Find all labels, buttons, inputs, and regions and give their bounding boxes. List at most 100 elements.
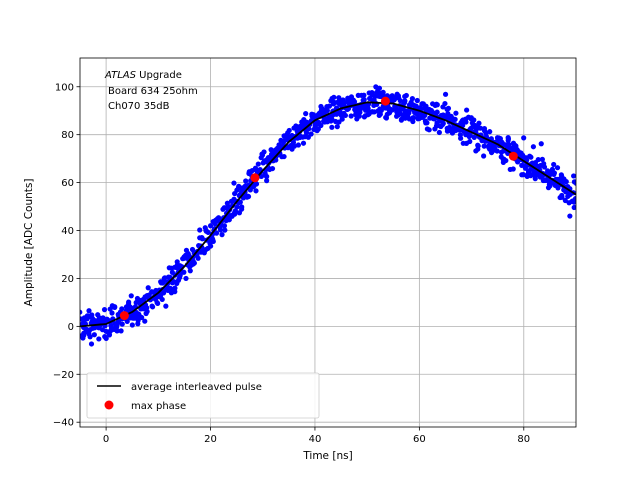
scatter-point (103, 335, 109, 342)
scatter-point (426, 127, 432, 133)
y-axis-label: Amplitude [ADC Counts] (23, 179, 35, 307)
scatter-point (342, 112, 349, 119)
scatter-point (424, 120, 430, 126)
max-phase-point (250, 173, 260, 183)
scatter-point (453, 110, 459, 116)
scatter-point (207, 223, 214, 229)
max-phase-point (508, 151, 518, 161)
scatter-point (434, 102, 440, 108)
scatter-point (481, 153, 487, 159)
scatter-point (573, 180, 576, 186)
scatter-point (142, 318, 148, 324)
scatter-point (440, 120, 446, 127)
scatter-point (562, 197, 568, 204)
scatter-point (126, 299, 132, 305)
scatter-point (463, 119, 469, 125)
scatter-point (318, 122, 324, 129)
scatter-point (389, 107, 395, 113)
scatter-point (403, 92, 409, 99)
max-phase-points (119, 96, 518, 321)
scatter-point (539, 156, 545, 162)
scatter-point (395, 93, 402, 99)
scatter-point (253, 188, 259, 194)
scatter-point (467, 138, 473, 145)
scatter-point (551, 171, 557, 177)
scatter-point (410, 118, 416, 125)
scatter-point (464, 107, 470, 113)
scatter-point (397, 98, 403, 104)
scatter-point (357, 106, 364, 112)
scatter-point (413, 103, 419, 109)
scatter-point (119, 306, 125, 312)
scatter-point (409, 95, 416, 102)
scatter-point (471, 117, 477, 123)
scatter-point (505, 136, 512, 142)
scatter-point (571, 204, 576, 211)
x-tick-label: 60 (413, 434, 426, 445)
y-tick-label: 20 (61, 274, 74, 285)
scatter-point (391, 96, 398, 103)
scatter-point (232, 211, 238, 217)
scatter-point (308, 131, 314, 137)
scatter-point (442, 91, 449, 97)
scatter-point (563, 179, 569, 185)
scatter-point (255, 161, 261, 167)
scatter-point (261, 149, 267, 155)
legend-dot-swatch (104, 400, 114, 410)
scatter-point (339, 116, 345, 122)
scatter-point (96, 336, 102, 342)
y-tick-label: 60 (61, 178, 74, 189)
y-axis-ticks: −40 −20 0 20 40 60 80 100 (53, 82, 80, 429)
scatter-point (324, 107, 330, 114)
scatter-point (253, 181, 260, 187)
scatter-point (187, 268, 193, 274)
scatter-point (378, 107, 384, 113)
scatter-point (434, 109, 440, 115)
scatter-point (159, 296, 165, 303)
scatter-point (213, 230, 220, 236)
scatter-point (457, 132, 463, 138)
scatter-point (191, 260, 197, 266)
y-tick-label: 0 (68, 322, 74, 333)
scatter-point (329, 124, 335, 130)
legend-entry-average-pulse: average interleaved pulse (131, 382, 262, 393)
scatter-point (155, 300, 161, 307)
scatter-point (334, 124, 340, 130)
scatter-point (361, 92, 367, 98)
scatter-point (303, 130, 310, 136)
scatter-point (86, 308, 92, 314)
scatter-point (331, 94, 337, 100)
scatter-point (112, 304, 118, 310)
scatter-point (414, 97, 420, 104)
scatter-point (487, 129, 493, 135)
scatter-point (326, 103, 333, 109)
y-tick-label: −20 (53, 370, 74, 381)
scatter-point (527, 153, 533, 159)
scatter-point (442, 100, 448, 107)
scatter-point (181, 269, 187, 275)
scatter-point (503, 157, 509, 164)
scatter-point (174, 259, 180, 265)
scatter-point (219, 232, 225, 238)
scatter-point (172, 285, 178, 291)
scatter-point (300, 140, 307, 146)
scatter-point (128, 293, 134, 299)
annotation-line-3: Ch070 35dB (108, 101, 170, 112)
scatter-point (183, 275, 189, 282)
scatter-point (114, 328, 120, 334)
x-tick-label: 80 (517, 434, 530, 445)
scatter-point (402, 98, 408, 104)
scatter-point (124, 318, 130, 325)
scatter-point (445, 105, 452, 111)
scatter-point (88, 341, 95, 347)
annotation-line-2: Board 634 25ohm (108, 86, 198, 97)
annotation-line-1: ATLAS Upgrade (104, 70, 182, 81)
scatter-point (87, 334, 93, 340)
scatter-point (572, 195, 576, 202)
scatter-point (208, 243, 214, 249)
scatter-point (144, 305, 150, 311)
scatter-point (475, 143, 481, 149)
scatter-point (571, 173, 576, 179)
scatter-point (477, 125, 484, 131)
